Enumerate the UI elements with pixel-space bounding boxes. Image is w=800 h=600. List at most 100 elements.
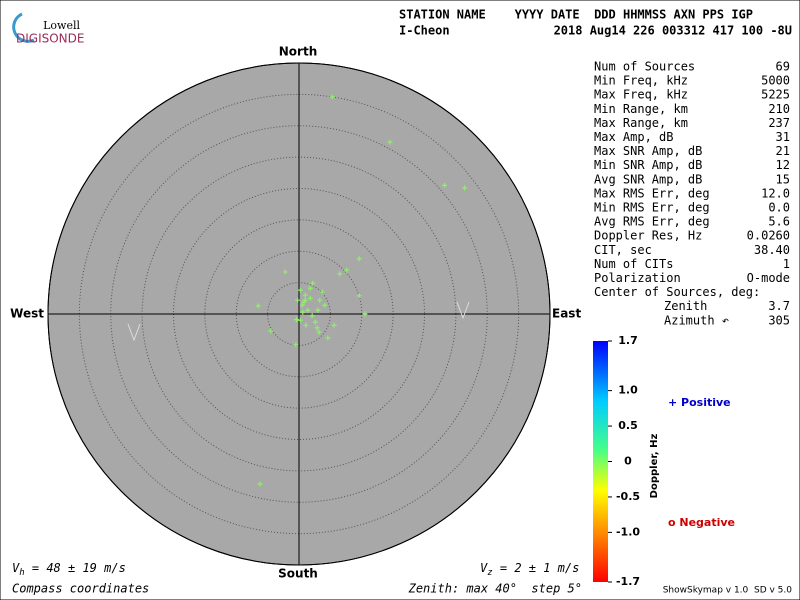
east-label: East (552, 307, 581, 321)
stat-value: 5.6 (768, 215, 790, 229)
stat-value: 15 (776, 172, 790, 186)
source-point (387, 139, 393, 145)
colorbar-tick-label: 1.7 (618, 334, 638, 347)
stat-value: 0.0260 (747, 229, 790, 243)
vh-label: Vh = 48 ± 19 m/s (12, 561, 126, 578)
stats-table: Num of Sources 69 Min Freq, kHz 5000 Max Fre… (594, 60, 790, 328)
source-point (307, 285, 313, 291)
stat-label: Avg RMS Err, deg (594, 215, 710, 229)
stat-value: 69 (776, 60, 790, 74)
stat-label: Max Amp, dB (594, 130, 673, 144)
source-point (442, 182, 448, 188)
source-point (319, 289, 325, 295)
stat-value: 38.40 (754, 243, 790, 257)
logo-top: Lowell (43, 19, 80, 32)
coords-note: Compass coordinates (12, 582, 149, 596)
stat-label: Max Range, km (594, 116, 688, 130)
source-point (315, 307, 321, 313)
source-point (255, 303, 261, 309)
stat-label: Num of CITs (594, 257, 673, 271)
stat-value: 5000 (761, 74, 790, 88)
stat-value: 237 (768, 116, 790, 130)
source-point (293, 317, 299, 323)
wind-mark (456, 301, 470, 320)
source-point (300, 309, 306, 315)
source-point (462, 185, 468, 191)
header-values: 2018 Aug14 226 003312 417 100 -8U (554, 24, 792, 38)
source-point (325, 335, 331, 341)
stat-label: Polarization (594, 271, 681, 285)
colorbar-tick-label: 0.5 (618, 419, 638, 432)
source-point (257, 481, 263, 487)
stat-label: CIT, sec (594, 243, 652, 257)
stat-value: O-mode (747, 271, 790, 285)
source-point (303, 322, 309, 328)
vz-label: Vz = 2 ± 1 m/s (480, 561, 579, 578)
source-point (310, 280, 316, 286)
zenith-note: Zenith: max 40° step 5° (408, 582, 582, 596)
source-point (322, 302, 328, 308)
source-point (302, 292, 308, 298)
stat-value: 21 (776, 144, 790, 158)
source-point (305, 307, 311, 313)
source-point (331, 322, 337, 328)
stat-label: Max RMS Err, deg (594, 186, 710, 200)
source-point (356, 256, 362, 262)
source-point (268, 328, 274, 334)
stat-value: 3.7 (768, 299, 790, 313)
stat-label: Center of Sources, deg: (594, 285, 760, 299)
logo-bottom: DIGISONDE (16, 32, 84, 46)
legend-negative: o Negative (668, 516, 735, 529)
south-label: South (278, 567, 318, 581)
source-point (316, 329, 322, 335)
stat-label: Max SNR Amp, dB (594, 144, 702, 158)
source-point (307, 295, 313, 301)
wind-mark (127, 323, 141, 342)
stat-value: 305 (768, 313, 790, 327)
stat-label: Min Range, km (594, 102, 688, 116)
source-point (299, 302, 305, 308)
source-point (356, 293, 362, 299)
source-point (344, 267, 350, 273)
source-point (309, 313, 315, 319)
stat-value: 0.0 (768, 201, 790, 215)
colorbar-tick-label: 1.0 (618, 384, 638, 397)
source-point (295, 297, 301, 303)
source-point (314, 325, 320, 331)
colorbar-tick-label: -1.7 (616, 575, 640, 588)
stat-label: Min SNR Amp, dB (594, 158, 702, 172)
source-point (337, 271, 343, 277)
west-label: West (10, 307, 44, 321)
source-point (301, 299, 307, 305)
version: ShowSkymap v 1.0 SD v 5.0 (663, 586, 793, 596)
stat-value: 12.0 (761, 186, 790, 200)
logo-arc (12, 12, 35, 43)
north-label: North (279, 45, 317, 59)
colorbar-tick-label: 0 (624, 455, 632, 468)
stat-label: Min Freq, kHz (594, 74, 688, 88)
source-point (282, 269, 288, 275)
plot (47, 62, 551, 566)
stat-label: Zenith (664, 299, 707, 313)
stat-label: Max Freq, kHz (594, 88, 688, 102)
stat-label: Doppler Res, Hz (594, 229, 702, 243)
source-point (297, 287, 303, 293)
source-point (362, 311, 368, 317)
stat-label: Num of Sources (594, 60, 695, 74)
colorbar (593, 341, 608, 582)
source-point (312, 319, 318, 325)
colorbar-tick-label: -1.0 (616, 525, 640, 538)
source-point (317, 297, 323, 303)
stat-value: 12 (776, 158, 790, 172)
colorbar-tick-label: -0.5 (616, 490, 640, 503)
stat-label: Azimuth ↶ (664, 313, 729, 327)
source-point (297, 317, 303, 323)
stat-value: 1 (783, 257, 790, 271)
header-line: STATION NAME YYYY DATE DDD HHMMSS AXN PP… (399, 8, 753, 22)
source-point (329, 94, 335, 100)
colorbar-title: Doppler, Hz (649, 434, 660, 499)
stat-label: Min RMS Err, deg (594, 201, 710, 215)
stat-label: Avg SNR Amp, dB (594, 172, 702, 186)
stat-value: 31 (776, 130, 790, 144)
